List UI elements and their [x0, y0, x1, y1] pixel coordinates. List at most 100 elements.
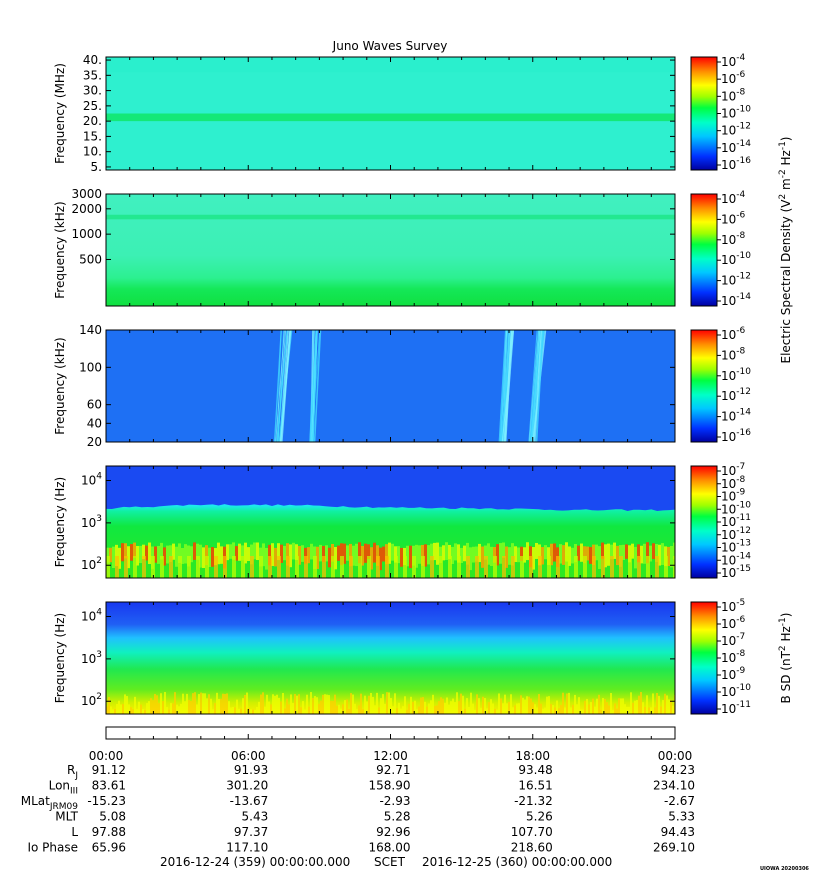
ephemeris-value: 93.48 — [518, 763, 552, 777]
hot-emission — [511, 543, 514, 566]
low-freq-spike — [302, 701, 304, 714]
low-freq-spike — [368, 695, 370, 714]
hot-emission — [580, 543, 583, 562]
low-freq-spike — [436, 705, 438, 714]
ephemeris-row-label: L — [71, 825, 78, 839]
low-freq-spike — [262, 692, 264, 714]
hot-emission — [619, 545, 622, 567]
low-freq-emission — [493, 556, 497, 578]
low-freq-spike — [390, 698, 392, 714]
hot-emission — [391, 543, 394, 561]
low-freq-spike — [138, 701, 140, 714]
y-tick-label: 102 — [81, 556, 102, 572]
y-tick-label: 100 — [79, 360, 102, 374]
hot-emission — [355, 543, 358, 567]
low-freq-emission — [520, 556, 524, 578]
low-freq-spike — [564, 707, 566, 714]
low-freq-spike — [232, 706, 234, 714]
radio-burst-2-streak — [312, 330, 318, 442]
hot-emission — [577, 545, 580, 561]
low-freq-spike — [162, 701, 164, 714]
low-freq-spike — [520, 695, 522, 714]
low-freq-spike — [336, 705, 338, 714]
low-freq-spike — [440, 697, 442, 714]
low-freq-spike — [444, 702, 446, 714]
hot-emission — [196, 543, 199, 560]
low-freq-spike — [252, 709, 254, 714]
low-freq-spike — [270, 704, 272, 714]
y-tick-label: 40 — [87, 416, 102, 430]
low-freq-spike — [474, 709, 476, 714]
hot-emission — [478, 543, 481, 563]
low-freq-spike — [630, 692, 632, 714]
hot-emission — [253, 542, 256, 560]
y-tick-label: 140 — [79, 323, 102, 337]
low-freq-spike — [284, 708, 286, 714]
hot-emission — [172, 543, 175, 560]
low-freq-spike — [290, 694, 292, 714]
low-freq-spike — [148, 701, 150, 714]
hot-emission — [400, 547, 403, 567]
hot-emission — [130, 544, 133, 561]
y-axis-label: Frequency (Hz) — [53, 613, 67, 704]
hot-emission — [589, 547, 592, 564]
low-freq-spike — [432, 694, 434, 714]
low-freq-spike — [422, 697, 424, 714]
hot-emission — [427, 545, 430, 565]
low-freq-emission — [277, 556, 281, 578]
hot-emission — [631, 543, 634, 559]
low-freq-emission — [475, 556, 479, 578]
hot-emission — [412, 545, 415, 566]
low-freq-spike — [318, 703, 320, 714]
ephemeris-value: -2.67 — [664, 794, 695, 808]
low-freq-spike — [500, 698, 502, 714]
hot-emission — [553, 543, 556, 562]
ephemeris-value: 65.96 — [92, 841, 126, 855]
low-freq-spike — [616, 708, 618, 714]
low-freq-emission — [250, 556, 254, 578]
low-freq-spike — [204, 693, 206, 714]
low-freq-emission — [259, 556, 263, 578]
low-freq-spike — [358, 705, 360, 714]
radio-burst-4-streak — [529, 330, 540, 442]
low-freq-spike — [574, 694, 576, 714]
low-freq-spike — [638, 695, 640, 714]
hot-emission — [493, 546, 496, 563]
hot-emission — [622, 544, 625, 561]
low-freq-spike — [228, 701, 230, 714]
magnetic-spectrum — [106, 602, 675, 714]
radio-burst-4-streak — [528, 330, 538, 442]
low-freq-spike — [550, 704, 552, 714]
low-freq-spike — [260, 694, 262, 714]
spectrogram-background — [106, 330, 675, 442]
low-freq-spike — [504, 694, 506, 714]
hot-emission — [229, 544, 232, 559]
low-freq-spike — [220, 698, 222, 714]
low-freq-spike — [566, 693, 568, 714]
ephemeris-row-label: LonIII — [49, 779, 78, 797]
hot-emission — [499, 543, 502, 564]
low-freq-emission — [637, 556, 641, 578]
colorbar-tick-label: 10-14 — [721, 408, 751, 424]
hot-emission — [241, 545, 244, 561]
low-freq-spike — [562, 692, 564, 714]
low-freq-spike — [492, 703, 494, 714]
low-freq-spike — [176, 704, 178, 714]
low-freq-emission — [394, 556, 398, 578]
low-freq-emission — [124, 556, 128, 578]
low-freq-spike — [620, 698, 622, 714]
hot-emission — [115, 544, 118, 567]
colorbar-tick-label: 10-16 — [721, 428, 751, 444]
low-freq-spike — [120, 704, 122, 714]
hot-emission — [586, 546, 589, 561]
low-freq-spike — [580, 709, 582, 714]
low-freq-spike — [374, 705, 376, 714]
low-freq-spike — [420, 697, 422, 714]
hot-emission — [454, 543, 457, 561]
low-freq-spike — [292, 702, 294, 714]
colorbar-label-magnetic: B SD (nT2 Hz-1) — [778, 613, 793, 704]
low-freq-spike — [250, 709, 252, 714]
hot-emission — [181, 547, 184, 564]
hot-emission — [559, 544, 562, 564]
low-freq-spike — [242, 698, 244, 714]
